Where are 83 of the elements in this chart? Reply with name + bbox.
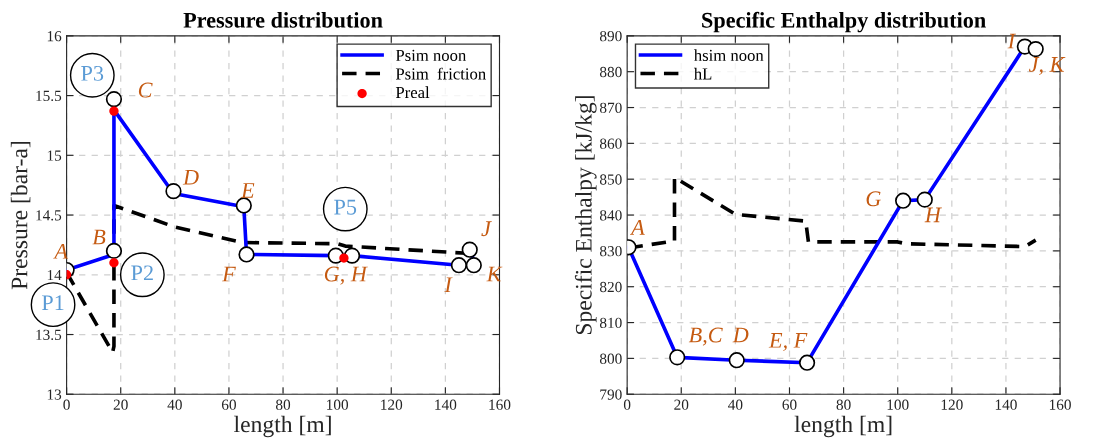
y-tick-label: 14.5 [36, 210, 62, 221]
x-tick-label: 140 [435, 399, 457, 410]
point [105, 91, 123, 108]
annotation: B,C [688, 327, 723, 346]
chart-title: Specific Enthalpy distribution [702, 11, 986, 33]
x-tick-label: 100 [887, 399, 909, 410]
x-tick-label: 160 [1049, 399, 1071, 410]
legend-label: hL [693, 67, 712, 80]
y-tick-label: 15.5 [36, 90, 62, 102]
y-tick-label: 840 [599, 210, 622, 221]
x-axis-title: length [m] [234, 415, 331, 438]
y-axis-title: Pressure [bar-a] [10, 141, 31, 290]
annotation: E, F [768, 333, 808, 352]
x-tick-label: 60 [782, 399, 797, 410]
point [798, 354, 816, 371]
y-tick-label: 850 [599, 174, 622, 185]
x-tick-label: 160 [489, 399, 511, 410]
annotation: E [240, 183, 255, 198]
y-tick-label: 14 [47, 269, 62, 281]
point [895, 192, 912, 209]
x-tick-label: 20 [674, 399, 689, 410]
point [238, 246, 255, 263]
annotation: H [924, 207, 942, 223]
point [461, 241, 478, 258]
x-tick-label: 80 [836, 399, 851, 410]
y-tick-label: 13.5 [36, 329, 62, 341]
y-axis-title: Specific Enthalpy [kJ/kg] [574, 96, 597, 335]
point [916, 191, 933, 208]
annotation: I [444, 277, 453, 293]
point [109, 258, 119, 268]
annotation: J [481, 221, 492, 237]
point [105, 242, 123, 259]
annotation: C [138, 82, 153, 98]
y-tick-label: 810 [599, 317, 622, 329]
annotation: F [222, 266, 236, 282]
x-tick-label: 40 [728, 399, 743, 410]
point [1027, 40, 1044, 58]
x-tick-label: 80 [275, 399, 291, 410]
x-tick-label: 40 [167, 399, 182, 410]
annotation: A [629, 220, 645, 235]
y-tick-label: 790 [600, 389, 622, 400]
point [235, 197, 252, 214]
y-tick-label: 800 [599, 353, 622, 364]
legend-label: Preal [395, 86, 430, 99]
x-axis-title: length [m] [794, 415, 892, 438]
point [450, 257, 468, 274]
annotation: P5 [334, 199, 357, 215]
chart-title: Pressure distribution [183, 12, 383, 28]
legend-label: Psim friction [395, 67, 486, 80]
x-tick-label: 0 [63, 399, 70, 410]
y-tick-label: 870 [599, 102, 622, 113]
annotation: P3 [81, 65, 104, 81]
x-tick-label: 0 [623, 399, 631, 410]
point [669, 349, 686, 366]
point [109, 106, 119, 116]
x-tick-label: 100 [327, 399, 349, 410]
annotation: D [732, 327, 749, 343]
y-tick-label: 820 [599, 281, 622, 293]
x-tick-label: 140 [995, 399, 1017, 410]
y-tick-label: 13 [47, 389, 62, 400]
y-tick-label: 890 [599, 30, 622, 42]
legend-label: Psim noon [395, 49, 467, 61]
annotation: G, H [324, 266, 368, 285]
point [465, 257, 482, 274]
x-tick-label: 120 [381, 399, 403, 410]
point [728, 352, 745, 369]
x-tick-label: 20 [113, 399, 128, 410]
y-tick-label: 16 [47, 31, 62, 42]
annotation: I [1007, 33, 1016, 49]
annotation: B [92, 229, 106, 245]
point [165, 183, 182, 200]
y-tick-label: 860 [599, 138, 622, 149]
point [339, 253, 349, 263]
annotation: P2 [131, 265, 153, 281]
y-tick-label: 880 [599, 66, 622, 78]
annotation: D [182, 169, 199, 185]
x-tick-label: 120 [941, 399, 963, 410]
annotation: G [866, 191, 881, 207]
x-tick-label: 60 [221, 399, 236, 410]
legend-label: hsim noon [693, 49, 764, 61]
y-tick-label: 830 [599, 246, 622, 257]
text: P1 [41, 295, 64, 310]
y-tick-label: 15 [47, 150, 62, 161]
